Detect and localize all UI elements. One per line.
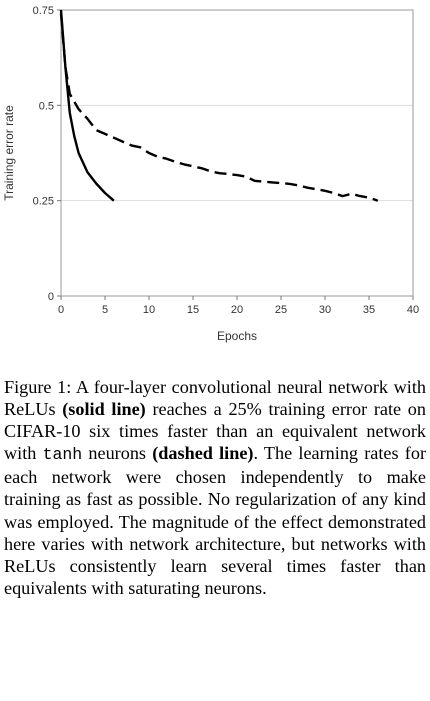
- x-tick-label: 40: [407, 304, 419, 316]
- axis-ticks: 0 0.25 0.5 0.75 0 5 10 15 20 25 30 35 40: [33, 5, 420, 316]
- x-tick-label: 15: [187, 304, 199, 316]
- y-tick-label: 0: [48, 291, 54, 303]
- caption-text-1: A four-layer convolutional neural networ…: [4, 377, 426, 420]
- caption-text-3: neurons: [82, 443, 153, 464]
- x-tick-label: 25: [275, 304, 287, 316]
- series-line-solid: [59, 9, 115, 202]
- x-tick-label: 35: [363, 304, 375, 316]
- y-axis-title: Training error rate: [2, 105, 16, 201]
- series-line-dashed: [59, 13, 379, 202]
- caption-text-4: . The learning rates for each network we…: [4, 443, 427, 598]
- x-tick-label: 30: [319, 304, 331, 316]
- x-axis-title: Epochs: [217, 329, 257, 343]
- figure-caption: Figure 1: A four-layer convolutional neu…: [4, 376, 426, 599]
- y-tick-label: 0.5: [39, 100, 54, 112]
- x-tick-label: 5: [102, 304, 108, 316]
- x-tick-label: 20: [231, 304, 243, 316]
- grid-lines: [61, 104, 413, 202]
- figure-label: Figure 1:: [4, 377, 72, 397]
- caption-bold-solid: (solid line): [62, 399, 146, 420]
- y-tick-label: 0.75: [33, 5, 54, 17]
- y-tick-label: 0.25: [33, 196, 54, 208]
- series-group: [59, 9, 379, 202]
- caption-bold-dashed: (dashed line): [152, 443, 254, 464]
- plot-frame: [60, 9, 414, 297]
- caption-text-2: reaches a 25% training error rate on CIF…: [4, 399, 426, 464]
- caption-code-tanh: tanh: [42, 445, 83, 465]
- x-tick-label: 0: [58, 304, 64, 316]
- training-error-chart: 0 0.25 0.5 0.75 0 5 10 15 20 25 30 35 40 Epochs Trai…: [2, 5, 420, 343]
- x-tick-label: 10: [143, 304, 155, 316]
